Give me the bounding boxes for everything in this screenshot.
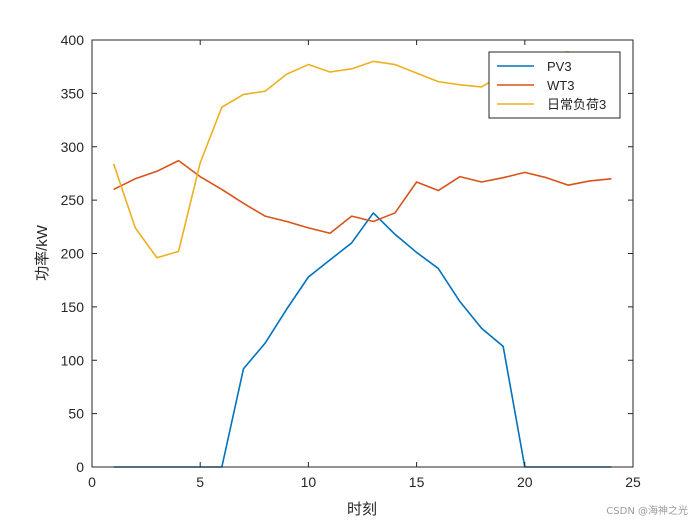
y-tick-label: 50 xyxy=(68,406,84,422)
series-line-2 xyxy=(113,159,612,235)
y-tick-label: 100 xyxy=(61,352,85,368)
legend-label-2: WT3 xyxy=(547,78,574,93)
y-tick-label: 200 xyxy=(61,246,85,262)
y-tick-label: 350 xyxy=(61,85,85,101)
x-tick-label: 20 xyxy=(517,474,533,490)
x-tick-label: 15 xyxy=(409,474,425,490)
x-axis-label: 时刻 xyxy=(347,501,377,518)
x-tick-label: 0 xyxy=(88,474,96,490)
y-tick-label: 0 xyxy=(76,459,84,475)
legend-label-3: 日常负荷3 xyxy=(547,97,606,112)
legend-label-1: PV3 xyxy=(547,59,572,74)
y-tick-label: 250 xyxy=(61,192,85,208)
x-tick-label: 5 xyxy=(196,474,204,490)
watermark: CSDN @海神之光 xyxy=(606,506,688,517)
x-tick-label: 10 xyxy=(301,474,317,490)
y-tick-label: 300 xyxy=(61,139,85,155)
y-tick-label: 400 xyxy=(61,32,85,48)
legend: PV3 WT3 日常负荷3 xyxy=(488,51,621,119)
y-axis-label: 功率/kW xyxy=(34,224,51,281)
x-tick-label: 25 xyxy=(625,474,641,490)
y-tick-label: 150 xyxy=(61,299,85,315)
